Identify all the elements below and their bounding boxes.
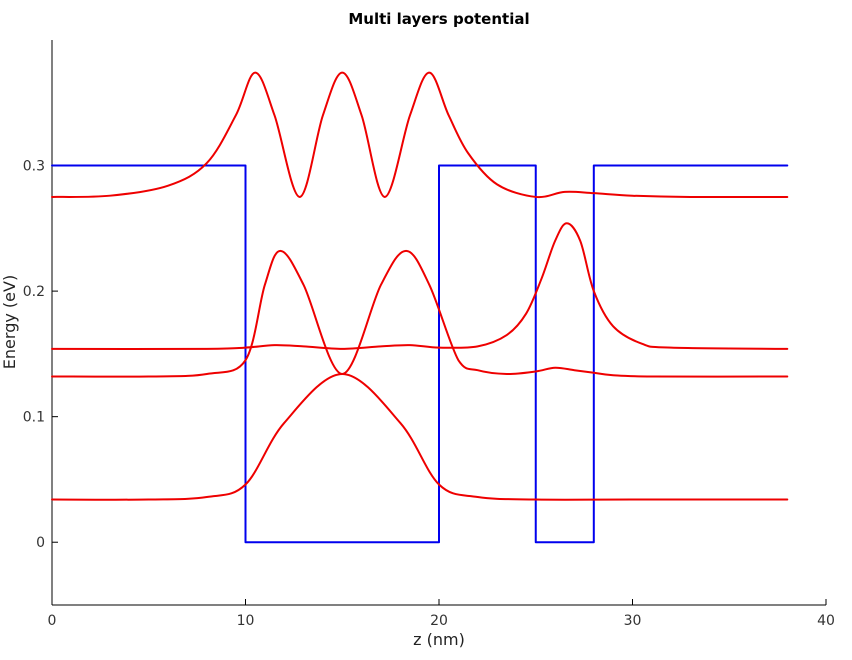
x-tick-label: 40 — [817, 613, 835, 629]
chart-title: Multi layers potential — [348, 10, 529, 28]
y-axis-label: Energy (eV) — [0, 275, 19, 369]
x-tick-label: 0 — [48, 613, 57, 629]
wavefunction-line-3 — [51, 222, 789, 350]
wavefunction-line-2 — [51, 249, 789, 378]
y-tick-label: 0.3 — [23, 159, 45, 175]
wavefunction-line-4 — [51, 71, 789, 199]
y-tick-label: 0.2 — [23, 284, 45, 300]
potential-profile-line — [51, 164, 789, 544]
axes: 0 10 20 30 40 0 0.1 0.2 0.3 — [23, 40, 835, 629]
x-tick-label: 20 — [430, 613, 448, 629]
x-tick-label: 10 — [237, 613, 255, 629]
x-axis-label: z (nm) — [413, 630, 465, 649]
y-tick-label: 0.1 — [23, 410, 45, 426]
y-tick-label: 0 — [36, 535, 45, 551]
x-tick-label: 30 — [624, 613, 642, 629]
series-layer — [51, 71, 789, 544]
wavefunction-line-1 — [51, 372, 789, 501]
